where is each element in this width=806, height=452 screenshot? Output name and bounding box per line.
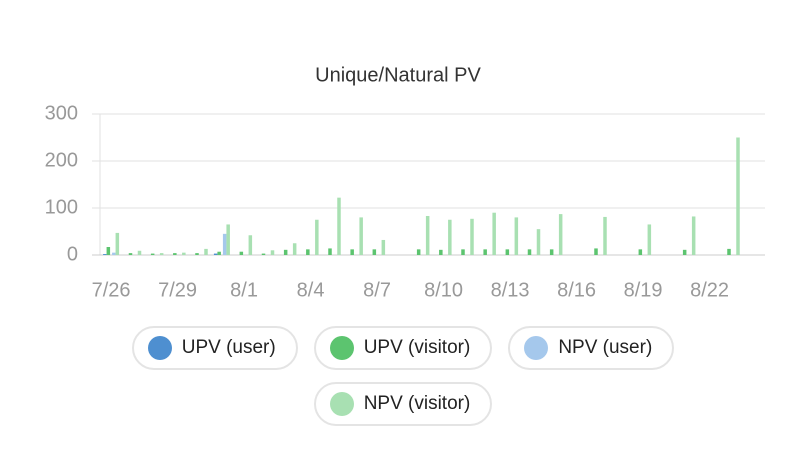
- bar: [159, 253, 164, 255]
- legend-label: UPV (visitor): [363, 337, 471, 358]
- bar: [470, 218, 474, 255]
- x-tick-label: 8/4: [297, 279, 325, 301]
- legend: UPV (user) UPV (visitor) NPV (user) NPV (vi…: [0, 326, 806, 426]
- bar: [337, 197, 341, 255]
- chart: Unique/Natural PV 0 100 200 300 7/26 7/29 8/1 8…: [45, 64, 765, 301]
- bar: [647, 224, 652, 255]
- bar: [425, 215, 430, 255]
- x-tick-label: 8/22: [690, 279, 729, 301]
- bar: [248, 235, 253, 255]
- bar: [727, 248, 731, 255]
- bar: [381, 239, 386, 255]
- bar: [150, 253, 155, 255]
- bar: [182, 252, 186, 255]
- bar: [514, 217, 519, 255]
- bar: [261, 253, 266, 255]
- bar: [103, 254, 107, 255]
- bar: [137, 250, 142, 255]
- bar: [106, 247, 111, 255]
- bar: [204, 248, 208, 255]
- legend-item[interactable]: UPV (visitor): [313, 326, 493, 370]
- bar: [372, 249, 377, 255]
- bar: [173, 253, 177, 255]
- x-tick-label: 7/29: [158, 279, 197, 301]
- x-tick-label: 8/1: [230, 279, 258, 301]
- bar: [736, 137, 740, 255]
- bar: [112, 252, 116, 255]
- y-tick-label: 300: [45, 102, 78, 124]
- bar: [603, 216, 607, 255]
- chart-title: Unique/Natural PV: [315, 64, 481, 86]
- bar: [439, 249, 443, 255]
- bar: [594, 248, 598, 255]
- x-tick-label: 8/16: [557, 279, 596, 301]
- bar: [527, 249, 532, 255]
- legend-item[interactable]: NPV (user): [508, 326, 675, 370]
- legend-swatch: [329, 392, 354, 416]
- bar: [328, 248, 332, 255]
- bar: [448, 219, 452, 255]
- bar: [549, 249, 554, 255]
- bar: [483, 249, 487, 255]
- bar: [226, 224, 230, 255]
- bar: [306, 249, 310, 255]
- bar: [558, 214, 563, 255]
- bar: [492, 212, 496, 255]
- bar: [315, 219, 319, 255]
- legend-label: UPV (user): [181, 337, 276, 358]
- bar: [239, 251, 244, 255]
- bar: [115, 232, 120, 255]
- y-tick-label: 0: [67, 243, 78, 265]
- bar: [359, 217, 363, 255]
- bar: [505, 249, 510, 255]
- bar: [292, 243, 297, 255]
- bar: [128, 253, 133, 255]
- legend-label: NPV (user): [558, 337, 653, 358]
- bar: [350, 249, 354, 255]
- legend-item[interactable]: NPV (visitor): [313, 382, 493, 426]
- bar: [195, 253, 199, 255]
- bar: [217, 251, 221, 255]
- x-tick-label: 7/26: [92, 279, 131, 301]
- legend-swatch: [147, 336, 172, 360]
- x-tick-label: 8/13: [491, 279, 530, 301]
- bar: [283, 249, 288, 255]
- bar: [638, 249, 643, 255]
- bar: [691, 216, 696, 255]
- x-tick-label: 8/7: [363, 279, 391, 301]
- legend-swatch: [524, 336, 549, 360]
- bar: [461, 249, 465, 255]
- bar: [682, 249, 687, 255]
- legend-swatch: [329, 336, 354, 360]
- y-tick-label: 200: [45, 149, 78, 171]
- bar: [536, 229, 541, 255]
- x-tick-label: 8/10: [424, 279, 463, 301]
- legend-label: NPV (visitor): [363, 393, 471, 414]
- legend-item[interactable]: UPV (user): [131, 326, 298, 370]
- y-tick-label: 100: [45, 196, 78, 218]
- bar: [270, 250, 275, 255]
- bar: [213, 253, 218, 255]
- bar: [222, 233, 227, 255]
- bar: [416, 249, 421, 255]
- x-tick-label: 8/19: [624, 279, 663, 301]
